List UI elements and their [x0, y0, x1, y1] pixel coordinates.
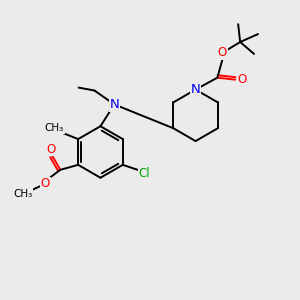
Text: Cl: Cl: [139, 167, 150, 180]
Text: O: O: [41, 177, 50, 190]
Text: N: N: [191, 83, 200, 96]
Text: CH₃: CH₃: [13, 189, 32, 199]
Text: O: O: [218, 46, 227, 59]
Text: CH₃: CH₃: [45, 123, 64, 133]
Text: O: O: [47, 142, 56, 155]
Text: N: N: [110, 98, 119, 111]
Text: O: O: [238, 73, 247, 86]
